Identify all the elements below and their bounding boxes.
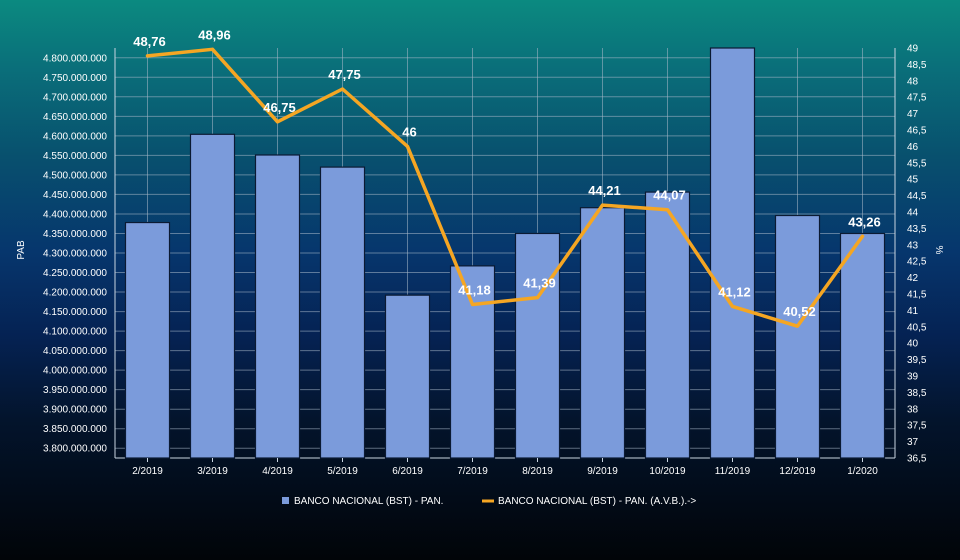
x-tick-label: 10/2019 (649, 466, 686, 477)
y-right-tick-label: 49 (907, 44, 919, 55)
y-left-axis-title: PAB (16, 240, 27, 260)
y-left-tick-label: 4.200.000.000 (43, 288, 107, 299)
data-label: 48,76 (133, 34, 166, 49)
y-right-tick-label: 40,5 (907, 322, 927, 333)
y-left-tick-label: 4.700.000.000 (43, 92, 107, 103)
bar-2-2019 (124, 221, 171, 459)
legend-bar-label: BANCO NACIONAL (BST) - PAN. (294, 496, 443, 507)
data-label: 41,39 (523, 276, 556, 291)
data-label: 41,18 (458, 282, 491, 297)
y-left-tick-label: 4.650.000.000 (43, 112, 107, 123)
y-right-tick-label: 46 (907, 142, 919, 153)
y-right-tick-label: 39,5 (907, 355, 927, 366)
y-left-tick-label: 3.900.000.000 (43, 405, 107, 416)
bar-11-2019 (709, 47, 756, 459)
y-left-tick-label: 3.800.000.000 (43, 444, 107, 455)
y-right-tick-label: 44,5 (907, 191, 927, 202)
y-left-tick-label: 3.850.000.000 (43, 424, 107, 435)
y-left-tick-label: 4.400.000.000 (43, 209, 107, 220)
y-left-tick-label: 3.950.000.000 (43, 385, 107, 396)
y-left-tick-label: 4.450.000.000 (43, 190, 107, 201)
y-right-axis-title: % (933, 246, 944, 255)
y-right-tick-label: 37 (907, 437, 919, 448)
y-left-tick-label: 4.550.000.000 (43, 151, 107, 162)
y-right-tick-label: 42,5 (907, 257, 927, 268)
y-right-tick-label: 41 (907, 306, 919, 317)
x-tick-label: 8/2019 (522, 466, 553, 477)
bar-12-2019 (774, 214, 821, 459)
y-right-tick-label: 44 (907, 208, 919, 219)
y-left-tick-label: 4.800.000.000 (43, 53, 107, 64)
y-left-tick-label: 4.100.000.000 (43, 327, 107, 338)
data-label: 44,07 (653, 188, 686, 203)
bar-10-2019 (644, 191, 691, 459)
y-right-tick-label: 48,5 (907, 60, 927, 71)
y-right-tick-label: 38,5 (907, 388, 927, 399)
y-left-tick-label: 4.300.000.000 (43, 249, 107, 260)
y-right-tick-label: 40 (907, 339, 919, 350)
legend-bar-swatch (282, 497, 289, 504)
y-left-tick-label: 4.500.000.000 (43, 170, 107, 181)
bar-8-2019 (514, 232, 561, 459)
data-label: 48,96 (198, 27, 231, 42)
y-right-tick-label: 39 (907, 372, 919, 383)
bar-9-2019 (579, 207, 626, 459)
y-right-tick-label: 47 (907, 109, 919, 120)
x-tick-label: 7/2019 (457, 466, 488, 477)
y-left-tick-label: 4.750.000.000 (43, 73, 107, 84)
y-left-tick-label: 4.150.000.000 (43, 307, 107, 318)
bar-7-2019 (449, 265, 496, 459)
x-tick-label: 12/2019 (779, 466, 816, 477)
x-tick-label: 6/2019 (392, 466, 423, 477)
y-right-tick-label: 45,5 (907, 158, 927, 169)
y-right-tick-label: 37,5 (907, 421, 927, 432)
line-series-avb (145, 47, 865, 328)
data-label: 41,12 (718, 284, 751, 299)
y-left-tick-label: 4.600.000.000 (43, 131, 107, 142)
bar-1-2020 (839, 232, 886, 459)
x-tick-label: 5/2019 (327, 466, 358, 477)
data-label: 44,21 (588, 183, 621, 198)
y-right-tick-label: 41,5 (907, 290, 927, 301)
y-right-tick-label: 42 (907, 273, 919, 284)
data-label: 40,52 (783, 304, 816, 319)
y-right-tick-label: 43,5 (907, 224, 927, 235)
data-label: 46 (402, 124, 416, 139)
y-left-tick-label: 4.350.000.000 (43, 229, 107, 240)
x-tick-label: 9/2019 (587, 466, 618, 477)
y-right-tick-label: 47,5 (907, 93, 927, 104)
y-left-tick-label: 4.050.000.000 (43, 346, 107, 357)
x-tick-label: 1/2020 (847, 466, 878, 477)
y-left-tick-label: 4.250.000.000 (43, 268, 107, 279)
y-right-tick-label: 46,5 (907, 126, 927, 137)
y-right-tick-label: 45 (907, 175, 919, 186)
x-tick-label: 2/2019 (132, 466, 163, 477)
legend-line-label: BANCO NACIONAL (BST) - PAN. (A.V.B.).-> (498, 496, 696, 507)
x-tick-label: 11/2019 (715, 466, 751, 477)
x-tick-label: 4/2019 (262, 466, 293, 477)
data-label: 43,26 (848, 214, 881, 229)
y-left-tick-label: 4.000.000.000 (43, 366, 107, 377)
data-label: 47,75 (328, 67, 361, 82)
bar-5-2019 (319, 166, 366, 459)
y-right-tick-label: 48 (907, 76, 919, 87)
bar-3-2019 (189, 133, 236, 459)
y-right-tick-label: 36,5 (907, 454, 927, 465)
data-label: 46,75 (263, 100, 296, 115)
bar-4-2019 (254, 154, 301, 459)
y-right-tick-label: 43 (907, 240, 919, 251)
bar-6-2019 (384, 294, 431, 459)
y-right-tick-label: 38 (907, 404, 919, 415)
x-tick-label: 3/2019 (197, 466, 228, 477)
